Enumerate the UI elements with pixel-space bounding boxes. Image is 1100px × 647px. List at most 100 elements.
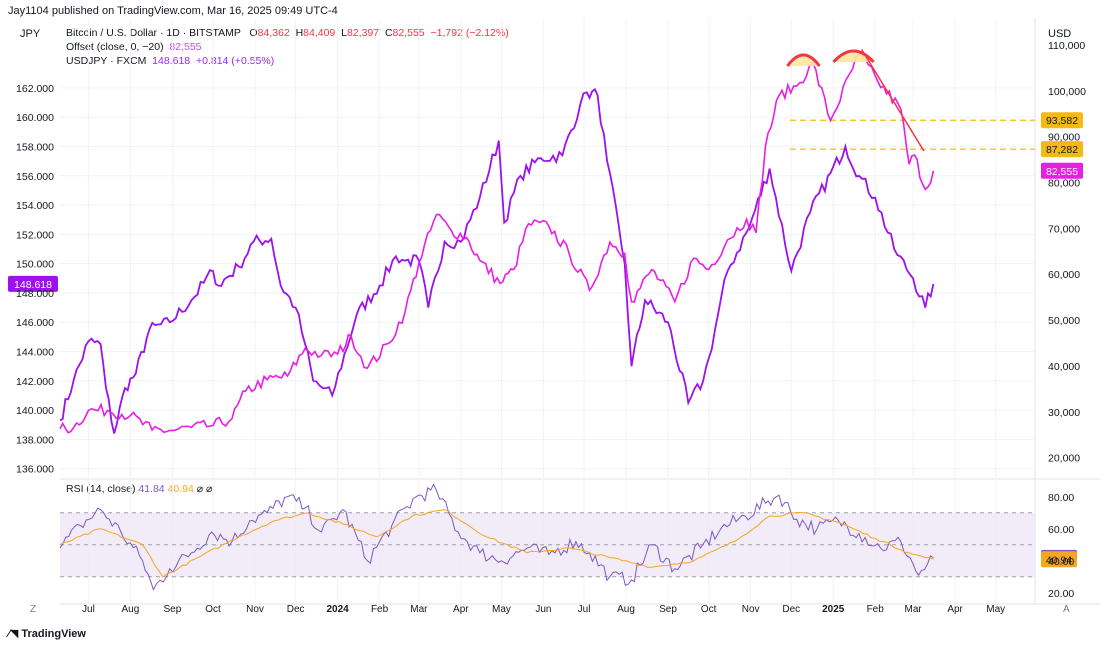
rsi-series: [59, 483, 934, 591]
x-tick-label: Oct: [701, 604, 717, 615]
left-tick-label: 148.000: [16, 288, 54, 300]
top-arc-right: [832, 49, 875, 64]
zoom-button[interactable]: Z: [30, 604, 37, 615]
rsi-legend-ma-value: 40.94: [167, 483, 194, 495]
rsi-legend-title: RSI (14, close): [66, 483, 136, 495]
left-tick-label: 146.000: [16, 317, 54, 329]
legend-low-label: L: [341, 27, 347, 39]
legend-change: −1,792 (−2.12%): [430, 27, 509, 39]
tradingview-logo-text: TradingView: [21, 628, 86, 640]
level-badge: 93,582: [1046, 115, 1078, 127]
legend-btc-title: Bitcoin / U.S. Dollar · 1D · BITSTAMP: [66, 27, 241, 39]
publisher-line: Jay1104 published on TradingView.com, Ma…: [8, 5, 338, 17]
left-tick-label: 156.000: [16, 171, 54, 183]
x-tick-label: Dec: [782, 604, 800, 615]
rsi-ma-line: [59, 509, 934, 578]
right-tick-label: 100,000: [1048, 86, 1086, 98]
left-tick-label: 160.000: [16, 112, 54, 124]
legend-row-btc: Bitcoin / U.S. Dollar · 1D · BITSTAMP O8…: [66, 26, 509, 40]
left-tick-label: 152.000: [16, 229, 54, 241]
left-tick-label: 150.000: [16, 259, 54, 271]
legend-high-value: 84,409: [303, 27, 336, 39]
x-tick-label: Sep: [163, 604, 181, 615]
legend-low-value: 82,397: [346, 27, 380, 39]
x-tick-label: Jul: [578, 604, 591, 615]
legend-offset-title: Offset (close, 0, −20): [66, 41, 164, 53]
left-tick-label: 162.000: [16, 83, 54, 95]
level-badge: 87,282: [1046, 144, 1078, 156]
rsi-tick-label: 40.00: [1048, 556, 1074, 568]
axis-labels: Jul Aug Sep Oct Nov Dec 2024 Feb Mar Apr May Jun Jul…: [16, 40, 1086, 615]
level-badge-bg: [1041, 112, 1083, 129]
x-tick-label: Oct: [205, 604, 221, 615]
x-tick-label: Nov: [246, 604, 264, 615]
left-tick-label: 136.000: [16, 464, 54, 476]
x-tick-label: Dec: [287, 604, 305, 615]
x-tick-label: Jul: [82, 604, 95, 615]
left-tick-label: 154.000: [16, 200, 54, 212]
usdjpy-price-badge-bg: [8, 275, 58, 292]
top-arc-left: [786, 53, 821, 67]
x-tick-label: May: [492, 604, 511, 615]
right-tick-label: 40,000: [1048, 361, 1080, 373]
rsi-ma-badge: 40.94: [1046, 554, 1072, 566]
rsi-line: [59, 483, 934, 591]
legend-row-offset: Offset (close, 0, −20) 82,555: [66, 40, 509, 54]
auto-scale-button[interactable]: A: [1063, 604, 1070, 615]
rsi-legend: RSI (14, close) 41.84 40.94 ⌀ ⌀: [66, 483, 212, 495]
legend-high-label: H: [295, 27, 304, 39]
tradingview-logo-icon: ⁄◥: [8, 628, 19, 640]
x-tick-label: Apr: [947, 604, 963, 615]
left-tick-label: 140.000: [16, 405, 54, 417]
x-tick-label: Jun: [535, 604, 551, 615]
level-badge-bg: [1041, 141, 1083, 158]
rsi-legend-value: 41.84: [138, 483, 165, 495]
legend-usdjpy-title: USDJPY · FXCM: [66, 55, 147, 67]
legend-open-label: O: [249, 27, 258, 39]
left-tick-label: 158.000: [16, 141, 54, 153]
usdjpy-line: [59, 87, 935, 434]
trend-line: [861, 49, 925, 152]
x-tick-label: Apr: [453, 604, 469, 615]
right-tick-label: 110,000: [1048, 40, 1085, 52]
right-tick-label: 60,000: [1048, 269, 1080, 281]
legend-close-label: C: [384, 27, 393, 39]
x-tick-label: 2024: [326, 604, 349, 615]
x-tick-label: Feb: [371, 604, 389, 615]
btc-price-badge-bg: [1041, 162, 1083, 179]
grid-lines: [60, 18, 1100, 605]
legend-offset-value: 82,555: [169, 41, 202, 53]
usdjpy-price-badge: 148.618: [14, 279, 52, 291]
right-tick-label: 30,000: [1048, 407, 1080, 419]
right-tick-label: 80,000: [1048, 178, 1080, 190]
rsi-tick-label: 20.00: [1048, 588, 1074, 600]
rsi-tick-label: 80.00: [1048, 492, 1074, 504]
price-series: [59, 53, 935, 434]
rsi-legend-icons[interactable]: ⌀ ⌀: [196, 483, 213, 495]
left-tick-label: 142.000: [16, 376, 54, 388]
btc-line: [59, 53, 935, 434]
tradingview-logo: ⁄◥ TradingView: [8, 627, 86, 640]
x-tick-label: 2025: [822, 604, 845, 615]
legend-close-value: 82,555: [392, 27, 425, 39]
legend-usdjpy-value: 148.618: [152, 55, 191, 67]
x-tick-label: Aug: [122, 604, 140, 615]
right-tick-label: 90,000: [1048, 132, 1080, 144]
legend-open-value: 84,362: [257, 27, 290, 39]
left-tick-label: 144.000: [16, 347, 54, 359]
x-tick-label: Sep: [659, 604, 677, 615]
right-tick-label: 50,000: [1048, 315, 1080, 327]
x-tick-label: Nov: [742, 604, 760, 615]
horizontal-levels: [790, 119, 1035, 150]
left-tick-label: 138.000: [16, 434, 54, 446]
right-axis-unit: USD: [1048, 28, 1072, 40]
btc-price-badge: 82,555: [1046, 166, 1078, 178]
x-tick-label: Feb: [867, 604, 885, 615]
rsi-tick-label: 60.00: [1048, 524, 1074, 536]
x-tick-label: May: [986, 604, 1005, 615]
x-tick-label: Mar: [905, 604, 923, 615]
rsi-ma-badge-bg: [1041, 551, 1077, 568]
